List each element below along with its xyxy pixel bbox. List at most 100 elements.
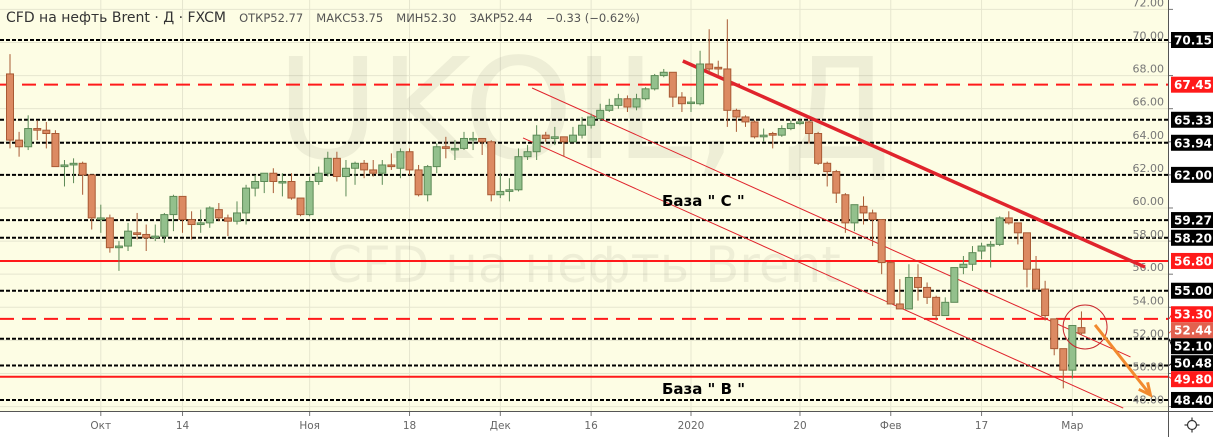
- candles: [6, 19, 1086, 389]
- candle-up: [396, 148, 405, 179]
- candle-body: [269, 172, 278, 183]
- highlight-circle: [1062, 304, 1108, 350]
- candle-body: [387, 164, 396, 168]
- symbol-title[interactable]: CFD на нефть Brent · Д · FXCM: [6, 10, 226, 26]
- candle-down: [105, 214, 114, 253]
- price-level-label: 49.80: [1174, 373, 1212, 387]
- candle-body: [995, 217, 1004, 245]
- candle-up: [659, 68, 668, 78]
- candle-down: [741, 115, 750, 127]
- candle-up: [260, 172, 269, 194]
- plot-area[interactable]: UKOIL, Д CFD на нефть Brent 72.00 70.00 68…: [0, 0, 1168, 411]
- candle-down: [33, 120, 42, 141]
- candle-body: [932, 296, 941, 317]
- time-tick-label: 20: [793, 420, 806, 432]
- candle-body: [151, 235, 160, 239]
- time-tick-label: 14: [176, 420, 190, 432]
- candle-up: [242, 184, 251, 225]
- candle-body: [441, 146, 450, 149]
- candle-down: [886, 260, 895, 305]
- price-tick-label: 62.00: [1133, 162, 1165, 175]
- price-level-label: 55.00: [1174, 284, 1212, 298]
- close-value: ЗАКР52.44: [469, 11, 533, 25]
- candle-down: [296, 197, 305, 217]
- candle-up: [469, 131, 478, 151]
- candle-body: [378, 164, 387, 174]
- price-label-bg: [1171, 391, 1213, 408]
- candle-down: [541, 131, 550, 142]
- candle-body: [332, 157, 341, 178]
- candle-body: [142, 233, 151, 239]
- candle-body: [487, 141, 496, 196]
- candle-down: [87, 174, 96, 230]
- candle-up: [759, 128, 768, 142]
- candle-body: [877, 219, 886, 264]
- candle-down: [187, 211, 196, 240]
- candle-body: [777, 128, 786, 136]
- candle-body: [223, 217, 232, 222]
- candle-body: [1068, 324, 1077, 371]
- candle-up: [641, 87, 650, 101]
- candle-down: [705, 29, 714, 73]
- time-tick-label: 17: [975, 420, 988, 432]
- channel-line: [522, 137, 1124, 409]
- candle-body: [714, 66, 723, 70]
- candle-body: [42, 129, 51, 135]
- candle-down: [142, 224, 151, 252]
- price-tick-labels: 72.00 70.00 68.00 66.00 64.00 62.00 60.00 58.00…: [1133, 0, 1165, 407]
- price-axis[interactable]: 70.15 67.45 65.33 63.94 62.00 59.27 58.20 56.80…: [1168, 0, 1213, 411]
- candle-down: [369, 159, 378, 177]
- price-label-bg: [1171, 355, 1213, 372]
- candlestick-chart: UKOIL, Д CFD на нефть Brent 72.00 70.00 68…: [0, 0, 1168, 411]
- candle-body: [614, 98, 623, 106]
- candle-body: [868, 212, 877, 221]
- time-axis[interactable]: Окт 14 Ноя 18 Дек 16 2020 20 Фев 17 Мар: [0, 411, 1168, 437]
- candle-up: [96, 204, 105, 233]
- candle-body: [532, 134, 541, 153]
- candle-down: [1022, 232, 1031, 288]
- candle-up: [169, 194, 178, 232]
- candle-up: [233, 201, 241, 225]
- candle-down: [623, 95, 632, 112]
- candle-up: [278, 173, 287, 197]
- candle-down: [1013, 222, 1022, 245]
- candle-body: [850, 204, 859, 224]
- candle-body: [214, 209, 223, 219]
- candle-body: [741, 116, 750, 123]
- candle-up: [351, 161, 360, 185]
- price-tick-label: 58.00: [1133, 228, 1165, 241]
- candle-body: [51, 133, 60, 168]
- candle-body: [559, 136, 568, 143]
- price-level-label: 48.40: [1174, 393, 1212, 407]
- candle-body: [196, 222, 205, 226]
- candle-body: [832, 171, 841, 194]
- candle-up: [986, 241, 995, 268]
- candle-body: [287, 181, 296, 199]
- candle-body: [732, 109, 741, 118]
- candle-body: [105, 217, 114, 249]
- candle-up: [696, 50, 705, 106]
- candle-down: [914, 264, 922, 301]
- candle-body: [369, 169, 378, 174]
- candle-body: [1059, 348, 1068, 371]
- candle-body: [24, 128, 33, 148]
- candle-up: [904, 264, 913, 310]
- candle-body: [314, 172, 323, 183]
- candle-up: [614, 93, 623, 109]
- candle-down: [405, 148, 414, 175]
- candle-body: [641, 88, 650, 100]
- candle-up: [514, 148, 523, 192]
- candle-body: [414, 169, 423, 196]
- last-price-label: 52.44: [1174, 324, 1212, 338]
- settings-button[interactable]: [1168, 411, 1213, 437]
- candle-up: [977, 242, 986, 260]
- candle-up: [124, 222, 133, 252]
- time-tick-label: 2020: [678, 420, 705, 432]
- price-tick-label: 52.00: [1133, 327, 1165, 340]
- symbol-legend: CFD на нефть Brent · Д · FXCM ОТКР52.77 …: [6, 7, 640, 26]
- trend-lines: [522, 59, 1146, 409]
- candle-down: [714, 60, 723, 76]
- annotations: База " C " База " В ": [662, 192, 1153, 398]
- candle-body: [596, 109, 605, 120]
- price-tick-label: 60.00: [1133, 195, 1165, 208]
